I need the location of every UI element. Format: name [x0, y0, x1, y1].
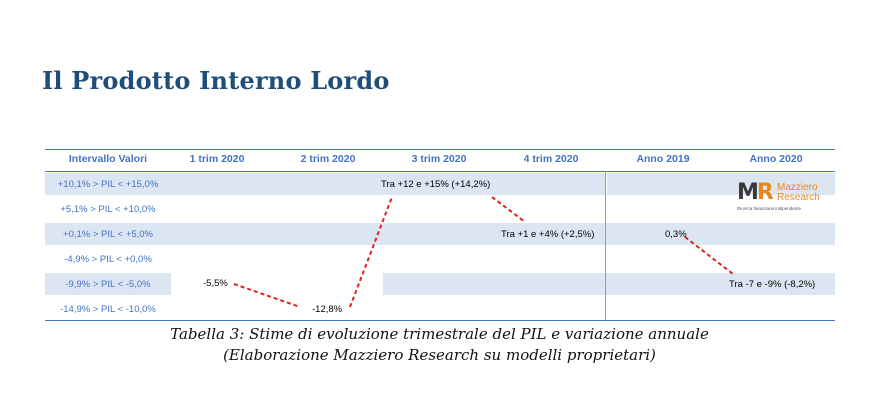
col-header-q3: 3 trim 2020	[411, 153, 467, 165]
col-header-q4: 4 trim 2020	[523, 153, 579, 165]
row-band	[45, 173, 605, 195]
value-q4: Tra +1 e +4% (+2,5%)	[501, 229, 595, 240]
row-band	[607, 173, 835, 195]
row-band	[45, 273, 171, 295]
logo-tagline: Ricerca finanziaria indipendente	[737, 206, 802, 211]
row-label: -9,9% > PIL < -5,0%	[65, 279, 151, 290]
row-label: +0,1% > PIL < +5,0%	[63, 229, 153, 240]
logo-name-line1: Mazziero	[777, 182, 818, 193]
logo-name-line2: Research	[777, 192, 820, 203]
trend-segment-q2-q3	[349, 196, 393, 308]
col-header-q1: 1 trim 2020	[189, 153, 245, 165]
col-header-q2: 2 trim 2020	[300, 153, 356, 165]
table-top-rule	[45, 149, 835, 150]
mazziero-research-logo: MR Mazziero Research Ricerca finanziaria…	[737, 180, 827, 214]
page-title: Il Prodotto Interno Lordo	[42, 66, 390, 95]
trend-segment-2019-2020	[684, 236, 734, 275]
col-header-y2019: Anno 2019	[636, 153, 690, 165]
row-band	[45, 223, 835, 245]
annual-separator	[605, 171, 606, 321]
value-q2: -12,8%	[312, 304, 343, 315]
value-y2020: Tra -7 e -9% (-8,2%)	[729, 279, 816, 290]
value-q3: Tra +12 e +15% (+14,2%)	[381, 179, 491, 190]
row-label: -14,9% > PIL < -10,0%	[60, 304, 156, 315]
row-band	[383, 273, 835, 295]
trend-segment-q1-q2	[233, 283, 301, 308]
trend-segment-q3-q4	[491, 196, 526, 223]
table-header-rule	[45, 171, 835, 172]
row-label: +5,1% > PIL < +10,0%	[60, 204, 156, 215]
value-q1: -5,5%	[203, 278, 228, 289]
gdp-estimates-table: Intervallo Valori 1 trim 2020 2 trim 202…	[45, 149, 835, 321]
value-y2019: 0,3%	[665, 229, 687, 240]
logo-mark: MR	[737, 180, 774, 205]
trend-lines	[233, 196, 734, 308]
caption-line1: Tabella 3: Stime di evoluzione trimestra…	[170, 325, 709, 343]
caption-line2: (Elaborazione Mazziero Research su model…	[223, 346, 656, 364]
table-bottom-rule	[45, 320, 835, 321]
row-label: -4,9% > PIL < +0,0%	[64, 254, 152, 265]
col-header-range: Intervallo Valori	[68, 153, 148, 165]
row-label: +10,1% > PIL < +15,0%	[57, 179, 159, 190]
col-header-y2020: Anno 2020	[749, 153, 803, 165]
